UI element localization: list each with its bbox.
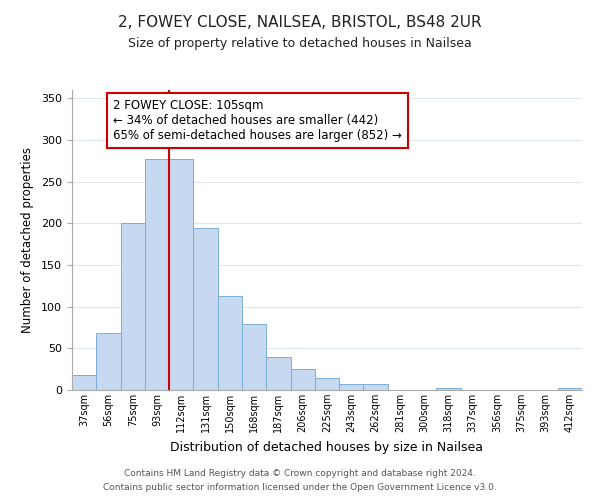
Bar (266, 356, 290, 390)
Bar (193, 228, 218, 390)
Bar (242, 324, 266, 390)
Text: Size of property relative to detached houses in Nailsea: Size of property relative to detached ho… (128, 38, 472, 51)
Bar (558, 388, 582, 390)
Bar (121, 224, 145, 390)
Text: 2, FOWEY CLOSE, NAILSEA, BRISTOL, BS48 2UR: 2, FOWEY CLOSE, NAILSEA, BRISTOL, BS48 2… (118, 15, 482, 30)
Bar (72, 375, 96, 390)
Bar (145, 159, 169, 390)
Text: Contains HM Land Registry data © Crown copyright and database right 2024.: Contains HM Land Registry data © Crown c… (124, 468, 476, 477)
Bar (290, 369, 315, 390)
Y-axis label: Number of detached properties: Number of detached properties (21, 147, 34, 333)
Text: Contains public sector information licensed under the Open Government Licence v3: Contains public sector information licen… (103, 484, 497, 492)
Bar (96, 334, 121, 390)
X-axis label: Distribution of detached houses by size in Nailsea: Distribution of detached houses by size … (170, 440, 484, 454)
Bar (364, 384, 388, 390)
Bar (218, 296, 242, 390)
Bar (315, 378, 339, 390)
Bar (436, 388, 461, 390)
Bar (339, 384, 364, 390)
Text: 2 FOWEY CLOSE: 105sqm
← 34% of detached houses are smaller (442)
65% of semi-det: 2 FOWEY CLOSE: 105sqm ← 34% of detached … (113, 99, 401, 142)
Bar (169, 159, 193, 390)
